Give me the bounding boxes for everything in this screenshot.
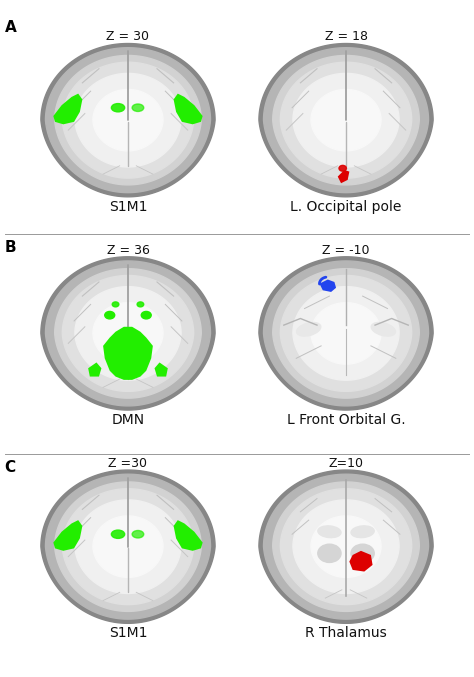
Ellipse shape bbox=[132, 104, 144, 112]
Polygon shape bbox=[273, 482, 419, 611]
Polygon shape bbox=[62, 276, 194, 391]
Ellipse shape bbox=[141, 311, 151, 319]
Polygon shape bbox=[280, 489, 412, 605]
Text: S1M1: S1M1 bbox=[109, 626, 147, 640]
Ellipse shape bbox=[111, 104, 125, 112]
Text: S1M1: S1M1 bbox=[109, 200, 147, 214]
Polygon shape bbox=[93, 516, 163, 577]
Polygon shape bbox=[173, 520, 202, 551]
Polygon shape bbox=[319, 280, 336, 292]
Polygon shape bbox=[41, 257, 215, 410]
Text: Z = 36: Z = 36 bbox=[107, 244, 149, 257]
Polygon shape bbox=[155, 362, 168, 376]
Text: Z =30: Z =30 bbox=[109, 457, 147, 470]
Polygon shape bbox=[293, 500, 399, 594]
Polygon shape bbox=[55, 269, 201, 398]
Polygon shape bbox=[46, 474, 210, 619]
Polygon shape bbox=[93, 89, 163, 151]
Polygon shape bbox=[103, 327, 153, 380]
Polygon shape bbox=[264, 261, 428, 406]
Text: Z = 30: Z = 30 bbox=[107, 30, 149, 43]
Polygon shape bbox=[75, 500, 181, 594]
Polygon shape bbox=[311, 516, 381, 577]
Ellipse shape bbox=[351, 544, 374, 563]
Ellipse shape bbox=[371, 322, 395, 336]
Ellipse shape bbox=[112, 302, 119, 307]
Polygon shape bbox=[75, 286, 181, 380]
Polygon shape bbox=[46, 261, 210, 406]
Text: Z=10: Z=10 bbox=[328, 457, 364, 470]
Text: L Front Orbital G.: L Front Orbital G. bbox=[287, 413, 405, 427]
Ellipse shape bbox=[111, 530, 125, 538]
Polygon shape bbox=[259, 470, 433, 624]
Text: B: B bbox=[5, 240, 17, 255]
Ellipse shape bbox=[318, 526, 341, 538]
Polygon shape bbox=[41, 470, 215, 624]
Ellipse shape bbox=[137, 302, 144, 307]
Polygon shape bbox=[311, 89, 381, 151]
Polygon shape bbox=[264, 474, 428, 619]
Polygon shape bbox=[62, 489, 194, 605]
Text: DMN: DMN bbox=[111, 413, 145, 427]
Polygon shape bbox=[259, 257, 433, 410]
Polygon shape bbox=[264, 47, 428, 193]
Polygon shape bbox=[62, 62, 194, 178]
Polygon shape bbox=[46, 47, 210, 193]
Polygon shape bbox=[337, 170, 349, 183]
Text: R Thalamus: R Thalamus bbox=[305, 626, 387, 640]
Polygon shape bbox=[311, 303, 381, 364]
Text: A: A bbox=[5, 20, 17, 35]
Text: L. Occipital pole: L. Occipital pole bbox=[291, 200, 401, 214]
Polygon shape bbox=[41, 43, 215, 197]
Polygon shape bbox=[75, 73, 181, 167]
Text: C: C bbox=[5, 460, 16, 475]
Polygon shape bbox=[93, 303, 163, 364]
Ellipse shape bbox=[351, 526, 374, 538]
Polygon shape bbox=[293, 286, 399, 380]
Polygon shape bbox=[280, 276, 412, 391]
Ellipse shape bbox=[132, 531, 144, 538]
Text: Z = -10: Z = -10 bbox=[322, 244, 370, 257]
Polygon shape bbox=[55, 56, 201, 185]
Ellipse shape bbox=[105, 311, 115, 319]
Polygon shape bbox=[53, 93, 82, 125]
Polygon shape bbox=[55, 482, 201, 611]
Polygon shape bbox=[173, 93, 202, 125]
Polygon shape bbox=[273, 269, 419, 398]
Ellipse shape bbox=[318, 544, 341, 563]
Polygon shape bbox=[349, 551, 373, 571]
Polygon shape bbox=[88, 362, 101, 376]
Polygon shape bbox=[53, 520, 82, 551]
Polygon shape bbox=[259, 43, 433, 197]
Polygon shape bbox=[280, 62, 412, 178]
Polygon shape bbox=[273, 56, 419, 185]
Ellipse shape bbox=[339, 165, 346, 171]
Polygon shape bbox=[293, 73, 399, 167]
Text: Z = 18: Z = 18 bbox=[325, 30, 367, 43]
Ellipse shape bbox=[297, 322, 321, 336]
